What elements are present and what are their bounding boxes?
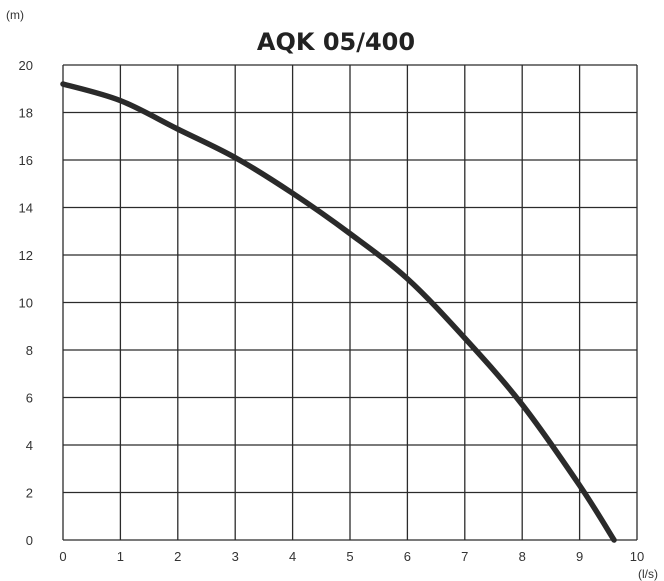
y-tick-label: 20	[19, 58, 33, 73]
x-tick-label: 8	[519, 549, 526, 564]
y-tick-label: 2	[26, 486, 33, 501]
grid	[62, 64, 638, 541]
y-tick-label: 12	[19, 248, 33, 263]
series-layer	[60, 81, 617, 543]
x-tick-label: 5	[346, 549, 353, 564]
x-tick-label: 0	[59, 549, 66, 564]
y-tick-label: 10	[19, 296, 33, 311]
x-tick-labels: 0 1 2 3 4 5 6 7 8 9 10	[59, 549, 644, 564]
y-tick-label: 16	[19, 153, 33, 168]
x-tick-label: 6	[404, 549, 411, 564]
chart-title: AQK 05/400	[257, 28, 415, 56]
y-tick-label: 14	[19, 201, 33, 216]
pump-curve-line	[60, 81, 617, 543]
x-tick-label: 2	[174, 549, 181, 564]
x-axis-unit: (l/s)	[638, 567, 658, 581]
x-tick-label: 10	[630, 549, 644, 564]
y-tick-label: 0	[26, 533, 33, 548]
y-tick-label: 8	[26, 343, 33, 358]
x-tick-label: 9	[576, 549, 583, 564]
y-axis-unit: (m)	[6, 8, 24, 22]
x-tick-label: 1	[117, 549, 124, 564]
x-tick-label: 7	[461, 549, 468, 564]
y-tick-labels: 0 2 4 6 8 10 12 14 16 18 20	[19, 58, 33, 548]
x-tick-label: 3	[232, 549, 239, 564]
y-tick-label: 18	[19, 106, 33, 121]
x-tick-label: 4	[289, 549, 296, 564]
y-tick-label: 6	[26, 391, 33, 406]
y-tick-label: 4	[26, 438, 33, 453]
